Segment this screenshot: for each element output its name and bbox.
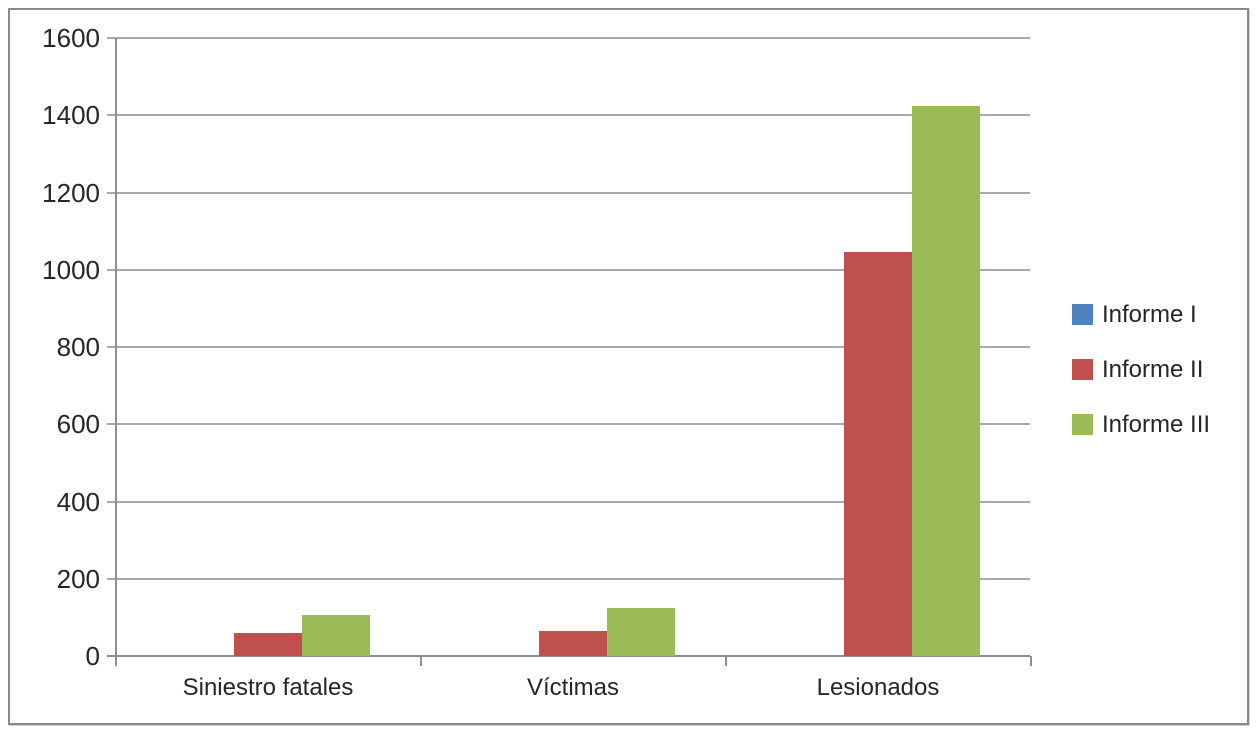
bar-informe-iii [912, 106, 980, 656]
bar-informe-iii [302, 615, 370, 656]
legend-item: Informe I [1072, 300, 1210, 329]
bar-informe-ii [844, 252, 912, 656]
gridline [107, 37, 1030, 39]
y-tick-label: 1200 [42, 178, 100, 208]
bar-informe-ii [539, 631, 607, 656]
gridline [107, 423, 1030, 425]
gridline [107, 269, 1030, 271]
legend-item: Informe II [1072, 355, 1210, 384]
y-tick-label: 0 [85, 641, 100, 671]
y-tick-label: 1000 [42, 255, 100, 285]
y-tick-label: 200 [56, 564, 100, 594]
gridline [107, 346, 1030, 348]
legend-swatch-icon [1072, 359, 1093, 380]
legend-item: Informe III [1072, 410, 1210, 439]
x-category-label: Víctimas [526, 674, 619, 701]
x-category-label: Siniestro fatales [182, 674, 354, 701]
y-tick-label: 600 [56, 409, 100, 439]
gridline [107, 501, 1030, 503]
x-category-label: Lesionados [816, 674, 940, 701]
y-tick-label: 1400 [42, 100, 100, 130]
gridline [107, 192, 1030, 194]
gridline [107, 114, 1030, 116]
legend: Informe I Informe II Informe III [1072, 300, 1210, 465]
x-axis-tick [725, 656, 727, 666]
y-axis [115, 38, 117, 666]
legend-swatch-icon [1072, 304, 1093, 325]
legend-label: Informe III [1102, 410, 1211, 438]
bar-informe-iii [607, 608, 675, 656]
legend-label: Informe II [1102, 355, 1204, 383]
y-tick-label: 400 [56, 487, 100, 517]
x-axis-tick [1030, 656, 1032, 666]
legend-swatch-icon [1072, 414, 1093, 435]
y-tick-label: 1600 [42, 23, 100, 53]
x-axis-tick [115, 656, 117, 666]
x-axis-tick [420, 656, 422, 666]
y-tick-label: 800 [56, 332, 100, 362]
bar-informe-ii [234, 633, 302, 656]
x-axis [107, 655, 1030, 657]
gridline [107, 578, 1030, 580]
legend-label: Informe I [1102, 300, 1197, 328]
